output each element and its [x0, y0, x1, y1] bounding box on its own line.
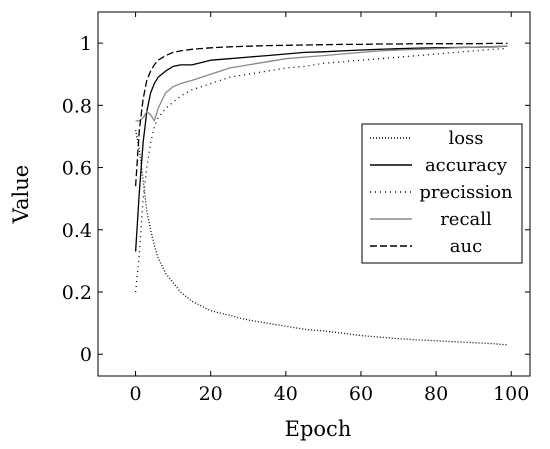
- y-axis-ticks: 0 0.2 0.4 0.6 0.8 1: [62, 33, 530, 366]
- x-tick-label: 20: [199, 383, 223, 405]
- y-axis-label: Value: [9, 165, 33, 224]
- series-line-loss: [134, 130, 508, 346]
- legend-box: [361, 123, 523, 264]
- y-tick-label: 0.8: [62, 95, 92, 117]
- x-axis-label: Epoch: [285, 417, 352, 441]
- series-layer: [134, 42, 508, 346]
- x-axis-ticks: 0 20 40 60 80 100: [130, 12, 529, 405]
- y-tick-label: 0.2: [62, 282, 92, 304]
- y-tick-label: 0.4: [62, 220, 92, 242]
- x-tick-label: 40: [274, 383, 298, 405]
- series-line-recall: [135, 45, 508, 122]
- y-tick-label: 1: [80, 33, 92, 55]
- x-tick-label: 0: [130, 383, 142, 405]
- legend: loss accuracy precission recall auc: [361, 123, 523, 264]
- x-tick-label: 60: [349, 383, 373, 405]
- y-tick-label: 0.6: [62, 158, 92, 180]
- legend-label-precission: precission: [419, 182, 513, 203]
- legend-label-accuracy: accuracy: [425, 155, 508, 176]
- legend-label-auc: auc: [450, 236, 482, 257]
- legend-label-recall: recall: [440, 209, 492, 230]
- legend-label-loss: loss: [448, 128, 483, 149]
- series-line-auc: [134, 42, 508, 187]
- x-tick-label: 80: [424, 383, 448, 405]
- series-line-accuracy: [134, 45, 508, 252]
- y-tick-label: 0: [80, 344, 92, 366]
- x-tick-label: 100: [493, 383, 529, 405]
- plot-frame: [97, 11, 531, 377]
